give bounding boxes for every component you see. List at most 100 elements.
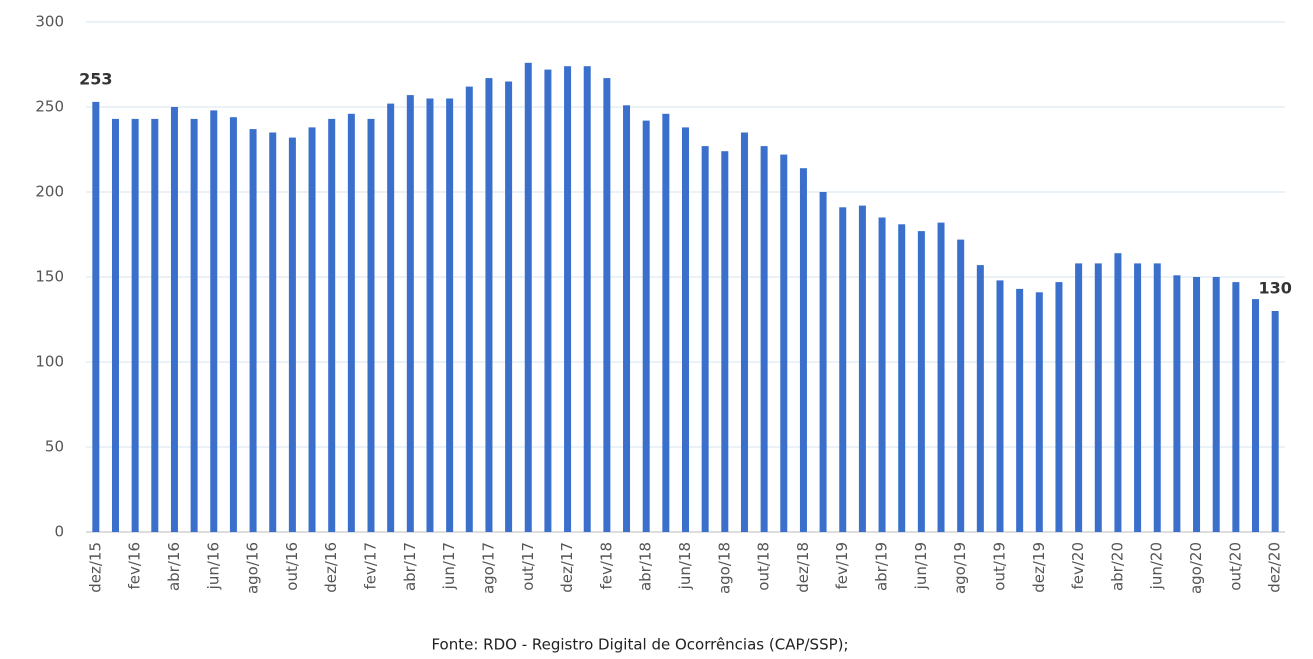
bar <box>917 231 925 532</box>
bar <box>367 118 375 533</box>
bar <box>760 146 768 532</box>
bar <box>229 117 237 532</box>
y-tick-label: 100 <box>35 353 64 371</box>
bar <box>406 95 414 532</box>
x-tick-label: jun/17 <box>440 542 458 590</box>
y-tick-label: 200 <box>35 183 64 201</box>
x-tick-label: fev/17 <box>362 542 380 590</box>
x-tick-label: out/20 <box>1226 542 1244 591</box>
x-tick-label: ago/19 <box>951 542 969 594</box>
bar <box>1271 311 1279 532</box>
bar <box>564 66 572 532</box>
bar <box>1153 263 1161 532</box>
bar <box>623 105 631 533</box>
bar <box>976 265 984 532</box>
x-tick-label: dez/15 <box>86 542 104 593</box>
bar <box>446 98 454 532</box>
bar <box>996 280 1004 532</box>
x-tick-label: out/17 <box>519 542 537 591</box>
y-tick-label: 50 <box>45 438 64 456</box>
bar <box>485 78 493 532</box>
x-tick-label: fev/19 <box>833 542 851 590</box>
x-tick-label: jun/19 <box>912 542 930 590</box>
bar <box>819 192 827 532</box>
bar <box>288 137 296 532</box>
x-tick-label: out/19 <box>990 542 1008 591</box>
y-tick-label: 300 <box>35 13 64 31</box>
bar <box>1075 263 1083 532</box>
x-tick-label: abr/18 <box>637 542 655 591</box>
bar <box>721 151 729 532</box>
x-tick-label: fev/16 <box>126 542 144 590</box>
data-label: 130 <box>1258 279 1291 298</box>
bar <box>1252 299 1260 532</box>
x-tick-label: ago/20 <box>1187 542 1205 594</box>
x-tick-label: abr/19 <box>873 542 891 591</box>
bar <box>642 120 650 532</box>
x-tick-label: out/18 <box>755 542 773 591</box>
bar <box>1232 282 1240 532</box>
bar <box>858 205 866 532</box>
bar <box>190 118 198 533</box>
bar <box>957 239 965 532</box>
bar <box>1016 288 1024 532</box>
bar <box>1173 275 1181 532</box>
x-tick-label: dez/18 <box>794 542 812 593</box>
bar <box>151 118 159 533</box>
x-tick-label: out/16 <box>283 542 301 591</box>
x-tick-label: fev/18 <box>597 542 615 590</box>
x-tick-label: dez/20 <box>1266 542 1284 593</box>
bar <box>249 129 257 532</box>
bar <box>387 103 395 532</box>
bar <box>701 146 709 532</box>
bar <box>583 66 591 532</box>
x-tick-label: abr/17 <box>401 542 419 591</box>
x-tick-label: jun/18 <box>676 542 694 590</box>
x-tick-label: jun/20 <box>1148 542 1166 590</box>
bar <box>524 62 532 533</box>
bar <box>780 154 788 532</box>
x-tick-label: dez/19 <box>1030 542 1048 593</box>
bar <box>1055 282 1063 532</box>
y-tick-label: 150 <box>35 268 64 286</box>
bar <box>878 217 886 532</box>
bar <box>269 132 277 532</box>
bar <box>111 118 119 533</box>
bar <box>1094 263 1102 532</box>
bar <box>505 81 513 532</box>
x-tick-label: dez/17 <box>558 542 576 593</box>
bar <box>328 118 336 533</box>
bar <box>898 224 906 533</box>
x-tick-label: abr/20 <box>1108 542 1126 591</box>
bar <box>347 113 355 533</box>
bar <box>465 86 473 532</box>
x-tick-label: ago/18 <box>715 542 733 594</box>
bar <box>210 110 218 533</box>
bar <box>740 132 748 532</box>
bar <box>131 118 139 533</box>
bar <box>170 107 178 532</box>
x-tick-label: dez/16 <box>322 542 340 593</box>
x-tick-label: abr/16 <box>165 542 183 591</box>
bar <box>839 207 847 533</box>
bar <box>1212 277 1220 532</box>
x-tick-label: fev/20 <box>1069 542 1087 590</box>
bar <box>1134 263 1142 532</box>
bar <box>92 101 100 533</box>
bar <box>682 127 689 533</box>
bar <box>799 168 807 532</box>
bar <box>662 113 670 533</box>
bar <box>603 78 611 532</box>
y-tick-label: 0 <box>54 523 64 541</box>
x-tick-label: ago/16 <box>244 542 262 594</box>
bar <box>308 127 316 533</box>
x-tick-label: jun/16 <box>204 542 222 590</box>
source-note: Fonte: RDO - Registro Digital de Ocorrên… <box>431 636 848 654</box>
bar <box>1114 253 1122 532</box>
bar <box>937 222 945 532</box>
bar <box>426 98 434 532</box>
y-tick-label: 250 <box>35 98 64 116</box>
data-label: 253 <box>79 69 112 88</box>
bar <box>1035 292 1043 532</box>
